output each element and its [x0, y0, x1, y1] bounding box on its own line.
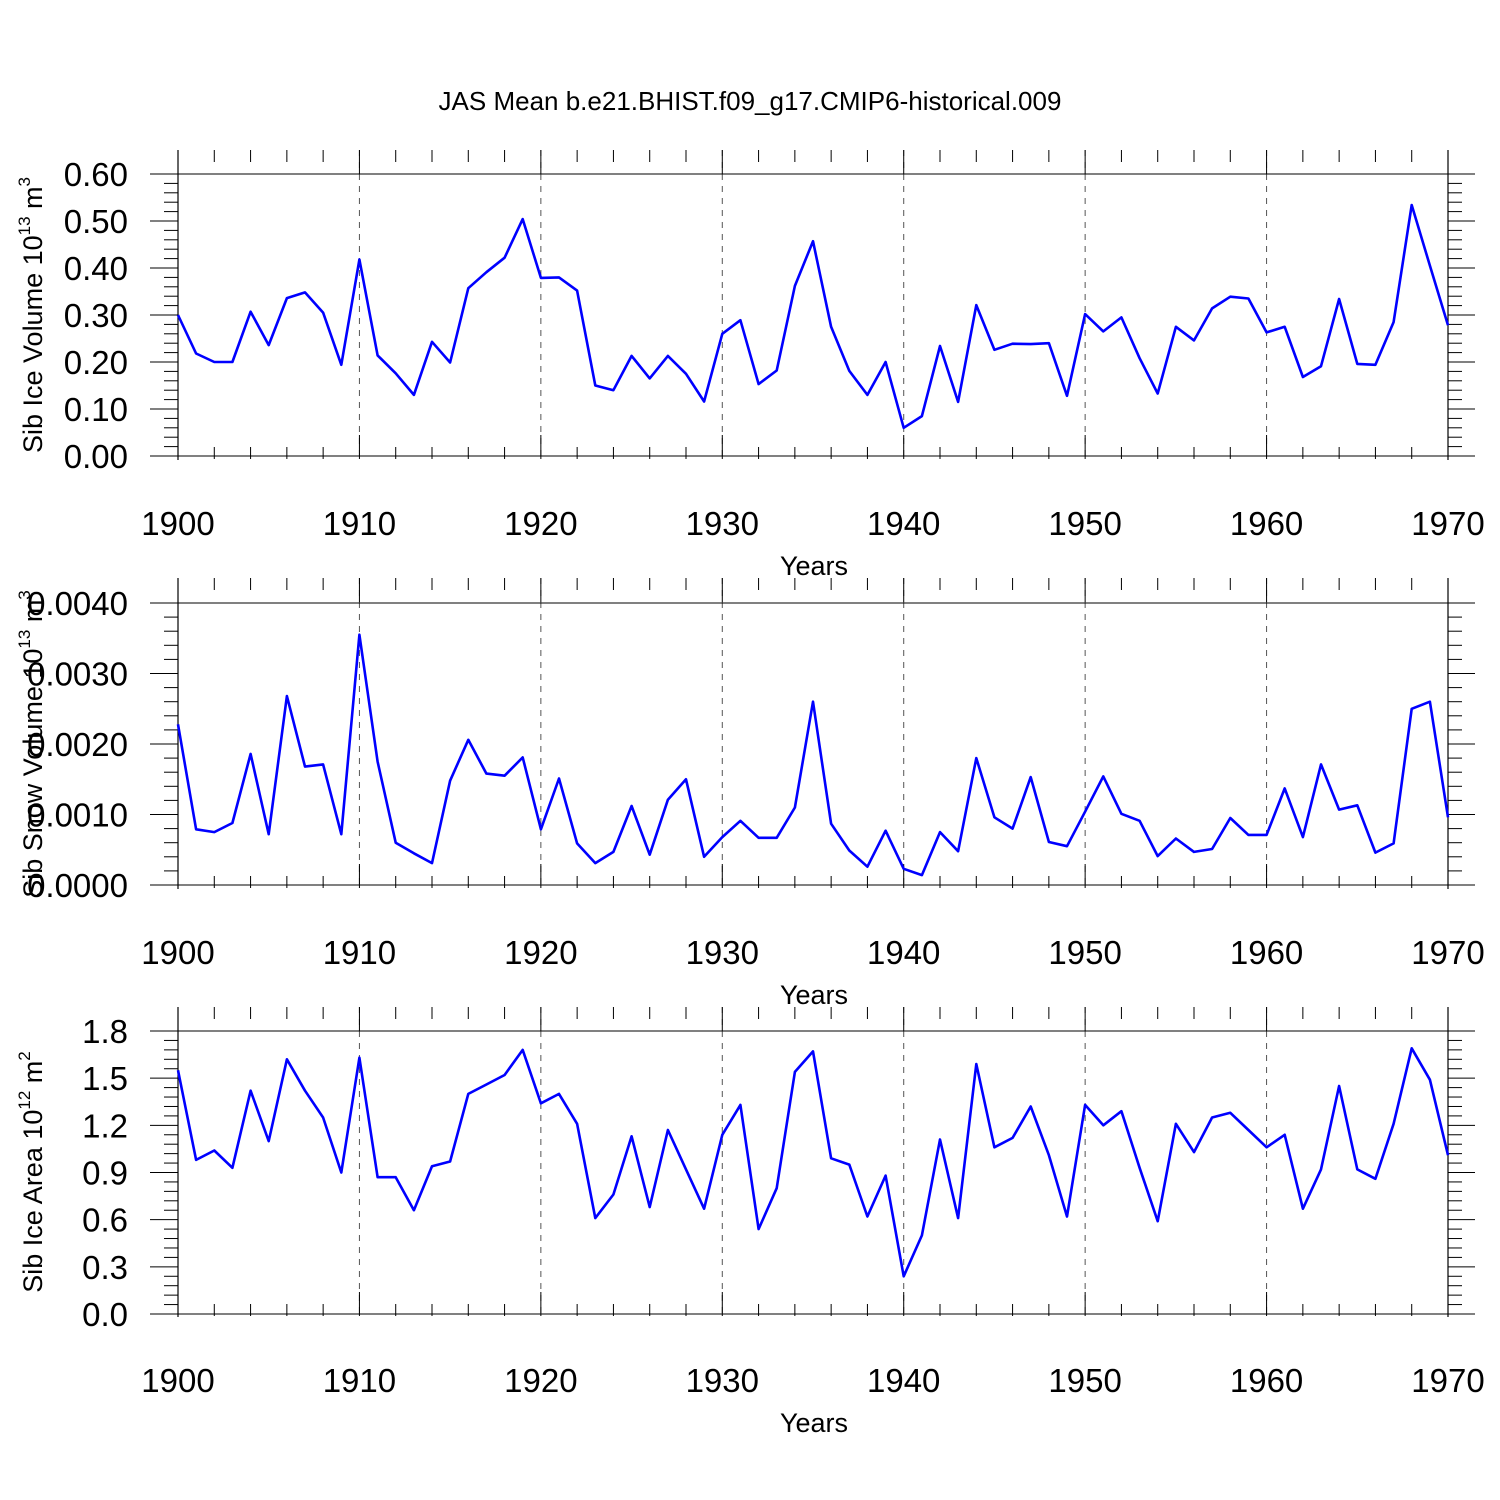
y-tick-label: 0.9 — [82, 1155, 128, 1192]
y-tick-label: 0.0020 — [27, 726, 128, 763]
y-tick-label: 0.0010 — [27, 797, 128, 834]
x-tick-label: 1970 — [1411, 934, 1484, 971]
x-tick-label: 1900 — [141, 934, 214, 971]
x-tick-label: 1910 — [323, 1362, 396, 1399]
x-tick-label: 1920 — [504, 1362, 577, 1399]
x-tick-label: 1960 — [1230, 1362, 1303, 1399]
y-tick-label: 0.50 — [64, 203, 128, 240]
y-axis-title: Sib Ice Area 1012 m2 — [15, 1051, 48, 1293]
y-tick-label: 0.0040 — [27, 585, 128, 622]
y-tick-label: 0.0000 — [27, 867, 128, 904]
y-tick-label: 0.0 — [82, 1296, 128, 1333]
x-tick-label: 1930 — [686, 505, 759, 542]
y-tick-label: 0.20 — [64, 344, 128, 381]
y-tick-label: 1.5 — [82, 1060, 128, 1097]
x-axis-title: Years — [780, 551, 848, 581]
x-tick-label: 1910 — [323, 934, 396, 971]
series-line — [176, 1047, 1450, 1278]
y-tick-label: 0.30 — [64, 297, 128, 334]
x-tick-label: 1920 — [504, 505, 577, 542]
x-tick-label: 1940 — [867, 934, 940, 971]
x-tick-label: 1940 — [867, 1362, 940, 1399]
panel-2: 0.0000 0.0010 0.0020 0.0030 0.0040 1900 1910 19… — [15, 578, 1485, 1010]
x-tick-label: 1970 — [1411, 505, 1484, 542]
y-axis-title: Sib Ice Volume 1013 m3 — [15, 177, 48, 453]
panel-1: 0.00 0.10 0.20 0.30 0.40 0.50 0.60 1900 1910 1920… — [15, 150, 1485, 581]
x-tick-label: 1970 — [1411, 1362, 1484, 1399]
x-tick-label: 1960 — [1230, 505, 1303, 542]
x-tick-label: 1960 — [1230, 934, 1303, 971]
x-tick-label: 1950 — [1048, 1362, 1121, 1399]
y-tick-label: 0.10 — [64, 391, 128, 428]
chart-title: JAS Mean b.e21.BHIST.f09_g17.CMIP6-histo… — [438, 86, 1062, 116]
series-line — [176, 203, 1450, 430]
x-tick-label: 1950 — [1048, 505, 1121, 542]
x-tick-label: 1930 — [686, 1362, 759, 1399]
y-tick-label: 0.0030 — [27, 656, 128, 693]
y-tick-label: 0.3 — [82, 1249, 128, 1286]
y-tick-label: 0.40 — [64, 250, 128, 287]
x-axis-title: Years — [780, 980, 848, 1010]
y-tick-label: 0.00 — [64, 438, 128, 475]
x-tick-label: 1950 — [1048, 934, 1121, 971]
y-tick-label: 1.2 — [82, 1107, 128, 1144]
y-tick-label: 0.60 — [64, 156, 128, 193]
y-axis-title: Sib Snow Volume 1013 m3 — [15, 590, 48, 898]
x-tick-label: 1900 — [141, 1362, 214, 1399]
x-tick-label: 1930 — [686, 934, 759, 971]
y-tick-label: 0.6 — [82, 1202, 128, 1239]
x-tick-label: 1920 — [504, 934, 577, 971]
x-axis-title: Years — [780, 1408, 848, 1438]
series-line — [176, 633, 1450, 877]
x-tick-label: 1900 — [141, 505, 214, 542]
x-tick-label: 1910 — [323, 505, 396, 542]
y-tick-label: 1.8 — [82, 1013, 128, 1050]
x-tick-label: 1940 — [867, 505, 940, 542]
panel-3: 0.0 0.3 0.6 0.9 1.2 1.5 1.8 1900 1910 1920 1930 194… — [15, 1007, 1485, 1438]
